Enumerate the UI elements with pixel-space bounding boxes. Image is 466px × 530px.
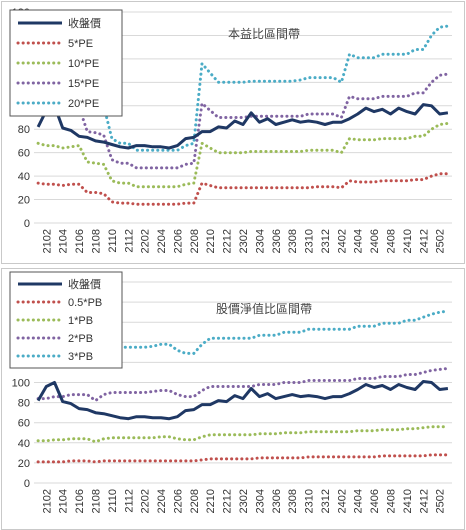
series-line-4 bbox=[36, 24, 450, 152]
chart-title: 本益比區間帶 bbox=[228, 27, 300, 41]
legend-label: 15*PE bbox=[68, 78, 99, 90]
x-tick-label: 2306 bbox=[271, 489, 283, 513]
x-tick-label: 2304 bbox=[254, 229, 266, 253]
x-tick-label: 2404 bbox=[353, 489, 365, 513]
x-tick-label: 2404 bbox=[353, 229, 365, 253]
y-tick-label: 80 bbox=[18, 124, 30, 136]
x-tick-label: 2408 bbox=[386, 489, 398, 513]
x-tick-label: 2412 bbox=[418, 489, 430, 513]
y-tick-label: 0 bbox=[24, 478, 30, 490]
x-tick-label: 2310 bbox=[304, 489, 316, 513]
x-tick-label: 2210 bbox=[205, 229, 217, 253]
x-tick-label: 2204 bbox=[156, 229, 168, 253]
x-tick-label: 2310 bbox=[304, 229, 316, 253]
legend-label: 0.5*PB bbox=[68, 297, 102, 309]
legend-label: 20*PE bbox=[68, 98, 99, 110]
legend: 收盤價 5*PE 10*PE 15*PE 20*PE bbox=[9, 9, 123, 117]
x-tick-label: 2212 bbox=[222, 229, 234, 253]
x-tick-label: 2106 bbox=[74, 489, 86, 513]
x-tick-label: 2406 bbox=[369, 489, 381, 513]
x-tick-label: 2112 bbox=[123, 489, 135, 513]
pe-band-chart: 0204060801001201401601802102210421062108… bbox=[9, 7, 452, 253]
legend-label: 10*PE bbox=[68, 58, 99, 70]
x-tick-label: 2406 bbox=[369, 229, 381, 253]
series-line-0 bbox=[36, 380, 449, 421]
legend-label: 5*PE bbox=[68, 38, 93, 50]
x-tick-label: 2102 bbox=[41, 489, 53, 513]
x-tick-label: 2202 bbox=[140, 489, 152, 513]
x-tick-label: 2106 bbox=[74, 229, 86, 253]
x-tick-label: 2308 bbox=[287, 489, 299, 513]
pb-band-chart-panel: 0204060801001201401601802002102210421062… bbox=[1, 268, 465, 530]
y-tick-label: 0 bbox=[24, 218, 30, 230]
series-line-3 bbox=[36, 366, 450, 403]
y-tick-label: 80 bbox=[18, 398, 30, 410]
x-tick-label: 2412 bbox=[418, 229, 430, 253]
y-tick-label: 60 bbox=[18, 418, 30, 430]
legend: 收盤價 0.5*PB 1*PB 2*PB 3*PB bbox=[9, 271, 123, 369]
x-tick-label: 2206 bbox=[172, 489, 184, 513]
x-tick-label: 2108 bbox=[90, 489, 102, 513]
series-line-0 bbox=[36, 103, 449, 150]
y-tick-label: 40 bbox=[18, 171, 30, 183]
x-tick-label: 2104 bbox=[58, 489, 70, 513]
x-tick-label: 2402 bbox=[336, 229, 348, 253]
legend-label: 1*PB bbox=[68, 315, 93, 327]
legend-label: 3*PB bbox=[68, 351, 93, 363]
x-tick-label: 2208 bbox=[189, 489, 201, 513]
x-tick-label: 2212 bbox=[222, 489, 234, 513]
x-tick-label: 2308 bbox=[287, 229, 299, 253]
x-tick-label: 2312 bbox=[320, 489, 332, 513]
x-tick-label: 2206 bbox=[172, 229, 184, 253]
series-line-2 bbox=[36, 425, 450, 444]
x-tick-label: 2402 bbox=[336, 489, 348, 513]
x-tick-label: 2312 bbox=[320, 229, 332, 253]
x-tick-label: 2208 bbox=[189, 229, 201, 253]
x-tick-label: 2110 bbox=[107, 489, 119, 513]
y-tick-label: 40 bbox=[18, 438, 30, 450]
x-tick-label: 2410 bbox=[402, 229, 414, 253]
y-tick-label: 100 bbox=[12, 378, 30, 390]
x-tick-label: 2304 bbox=[254, 489, 266, 513]
x-tick-label: 2104 bbox=[58, 229, 70, 253]
x-tick-label: 2408 bbox=[386, 229, 398, 253]
x-tick-label: 2306 bbox=[271, 229, 283, 253]
series-line-2 bbox=[36, 121, 450, 189]
legend-label: 2*PB bbox=[68, 333, 93, 345]
x-tick-label: 2202 bbox=[140, 229, 152, 253]
x-tick-label: 2302 bbox=[238, 229, 250, 253]
x-tick-label: 2102 bbox=[41, 229, 53, 253]
series-line-1 bbox=[36, 172, 450, 206]
legend-label: 收盤價 bbox=[68, 16, 101, 30]
x-tick-label: 2410 bbox=[402, 489, 414, 513]
x-tick-label: 2204 bbox=[156, 489, 168, 513]
pe-band-chart-panel: 0204060801001201401601802102210421062108… bbox=[1, 1, 465, 264]
y-tick-label: 20 bbox=[18, 458, 30, 470]
gridlines bbox=[34, 281, 452, 484]
x-tick-label: 2502 bbox=[435, 489, 447, 513]
x-tick-label: 2108 bbox=[90, 229, 102, 253]
chart-title: 股價淨值比區間帶 bbox=[216, 301, 312, 316]
x-tick-label: 2210 bbox=[205, 489, 217, 513]
y-tick-label: 60 bbox=[18, 148, 30, 160]
legend-label: 收盤價 bbox=[68, 277, 101, 291]
x-tick-label: 2302 bbox=[238, 489, 250, 513]
y-tick-label: 20 bbox=[18, 195, 30, 207]
x-tick-label: 2110 bbox=[107, 229, 119, 253]
x-tick-label: 2112 bbox=[123, 229, 135, 253]
x-tick-label: 2502 bbox=[435, 229, 447, 253]
series-line-1 bbox=[36, 453, 450, 464]
pb-band-chart: 0204060801001201401601802002102210421062… bbox=[9, 271, 452, 513]
